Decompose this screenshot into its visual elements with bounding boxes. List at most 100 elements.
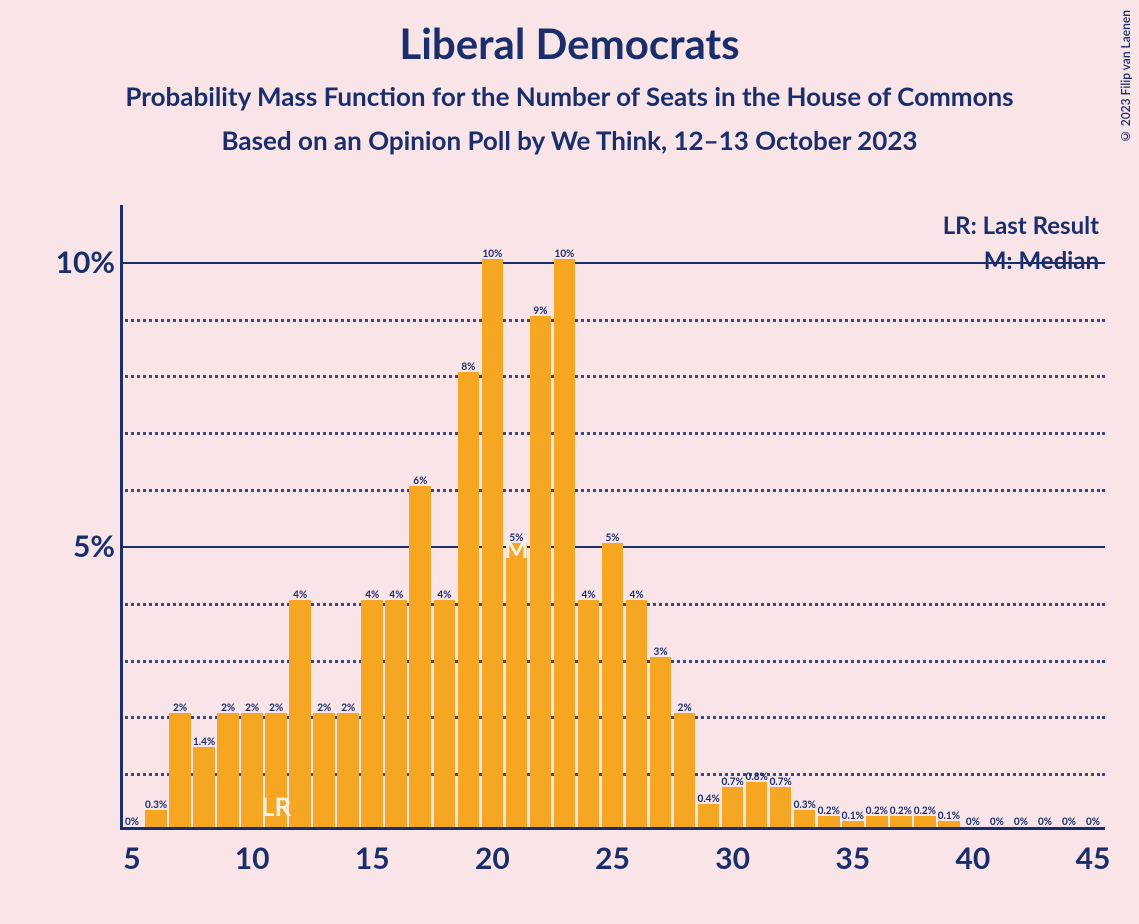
x-tick-label: 20: [475, 840, 510, 876]
x-tick-label: 15: [355, 840, 390, 876]
bar-value-label: 2%: [221, 702, 235, 714]
bar-value-label: 0%: [1014, 816, 1028, 828]
chart-subtitle-1: Probability Mass Function for the Number…: [0, 80, 1139, 112]
bar: [506, 543, 528, 827]
x-tick-label: 45: [1076, 840, 1111, 876]
bar: [602, 543, 624, 827]
bar-value-label: 1.4%: [193, 736, 215, 748]
bar-value-label: 2%: [678, 702, 692, 714]
bar: [193, 747, 215, 827]
bar-value-label: 0%: [1062, 816, 1076, 828]
bar: [722, 787, 744, 827]
bar-value-label: 10%: [482, 248, 502, 260]
bar: [385, 600, 407, 827]
bar-value-label: 0.2%: [866, 805, 888, 817]
bar: [265, 713, 287, 827]
bar: [890, 816, 912, 827]
bar-value-label: 2%: [269, 702, 283, 714]
bar: [578, 600, 600, 827]
grid-minor: [120, 319, 1105, 322]
bar-value-label: 0.4%: [698, 793, 720, 805]
bar-value-label: 0.3%: [145, 799, 167, 811]
y-tick-label: 10%: [35, 244, 115, 280]
bar: [674, 713, 696, 827]
bar: [337, 713, 359, 827]
x-tick-label: 30: [715, 840, 750, 876]
bar-value-label: 4%: [581, 589, 595, 601]
bar-value-label: 2%: [173, 702, 187, 714]
bar: [650, 657, 672, 827]
bar-value-label: 0%: [966, 816, 980, 828]
bar-value-label: 4%: [630, 589, 644, 601]
x-tick-label: 25: [595, 840, 630, 876]
bar: [554, 259, 576, 827]
copyright-text: © 2023 Filip van Laenen: [1118, 10, 1133, 144]
bar-value-label: 0.2%: [890, 805, 912, 817]
bar: [145, 810, 167, 827]
bar: [241, 713, 263, 827]
bar: [361, 600, 383, 827]
bar: [530, 316, 552, 827]
bar: [698, 804, 720, 827]
bar: [217, 713, 239, 827]
bar-value-label: 4%: [437, 589, 451, 601]
bar-value-label: 4%: [365, 589, 379, 601]
bar: [770, 787, 792, 827]
grid-major: [120, 262, 1105, 264]
legend-m: M: Median: [943, 246, 1099, 275]
title-block: Liberal Democrats Probability Mass Funct…: [0, 0, 1139, 156]
bar-value-label: 0.7%: [722, 776, 744, 788]
bar-value-label: 8%: [461, 361, 475, 373]
bar-value-label: 2%: [317, 702, 331, 714]
bar-value-label: 4%: [389, 589, 403, 601]
grid-minor: [120, 489, 1105, 492]
bar-value-label: 0.3%: [794, 799, 816, 811]
bar: [794, 810, 816, 827]
bar-value-label: 0.1%: [938, 810, 960, 822]
chart-title: Liberal Democrats: [0, 18, 1139, 68]
x-tick-label: 5: [123, 840, 140, 876]
bar: [409, 486, 431, 827]
bar-value-label: 9%: [533, 305, 547, 317]
bar-value-label: 2%: [245, 702, 259, 714]
bar-value-label: 0.2%: [914, 805, 936, 817]
bar-value-label: 0%: [990, 816, 1004, 828]
bar-value-label: 5%: [606, 532, 620, 544]
chart-subtitle-2: Based on an Opinion Poll by We Think, 12…: [0, 124, 1139, 156]
bar: [458, 372, 480, 827]
bar: [626, 600, 648, 827]
bar-value-label: 4%: [293, 589, 307, 601]
bar: [818, 816, 840, 827]
bar-value-label: 3%: [654, 646, 668, 658]
bar: [434, 600, 456, 827]
bar: [746, 782, 768, 827]
bar-value-label: 5%: [509, 532, 523, 544]
bar-value-label: 2%: [341, 702, 355, 714]
bar: [914, 816, 936, 827]
x-axis: [120, 827, 1105, 830]
bar-value-label: 0%: [1086, 816, 1100, 828]
bar-value-label: 0.1%: [842, 810, 864, 822]
bar-value-label: 0.2%: [818, 805, 840, 817]
bar: [169, 713, 191, 827]
x-tick-label: 40: [955, 840, 990, 876]
bar-value-label: 10%: [555, 248, 575, 260]
y-axis: [120, 205, 123, 830]
chart-plot-area: LR: Last Result M: Median 5%10%510152025…: [120, 205, 1105, 830]
bar: [482, 259, 504, 827]
chart-legend: LR: Last Result M: Median: [943, 211, 1099, 281]
bar: [289, 600, 311, 827]
grid-minor: [120, 432, 1105, 435]
bar-value-label: 0%: [1038, 816, 1052, 828]
y-tick-label: 5%: [35, 528, 115, 564]
bar-value-label: 0.8%: [746, 771, 768, 783]
x-tick-label: 35: [835, 840, 870, 876]
bar-value-label: 6%: [413, 475, 427, 487]
bar-value-label: 0.7%: [770, 776, 792, 788]
bar: [866, 816, 888, 827]
grid-minor: [120, 375, 1105, 378]
bar-value-label: 0%: [125, 816, 139, 828]
x-tick-label: 10: [235, 840, 270, 876]
legend-lr: LR: Last Result: [943, 211, 1099, 240]
bar: [313, 713, 335, 827]
